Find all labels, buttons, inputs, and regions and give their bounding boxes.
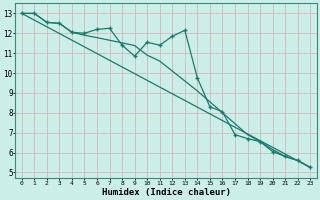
X-axis label: Humidex (Indice chaleur): Humidex (Indice chaleur): [101, 188, 230, 197]
